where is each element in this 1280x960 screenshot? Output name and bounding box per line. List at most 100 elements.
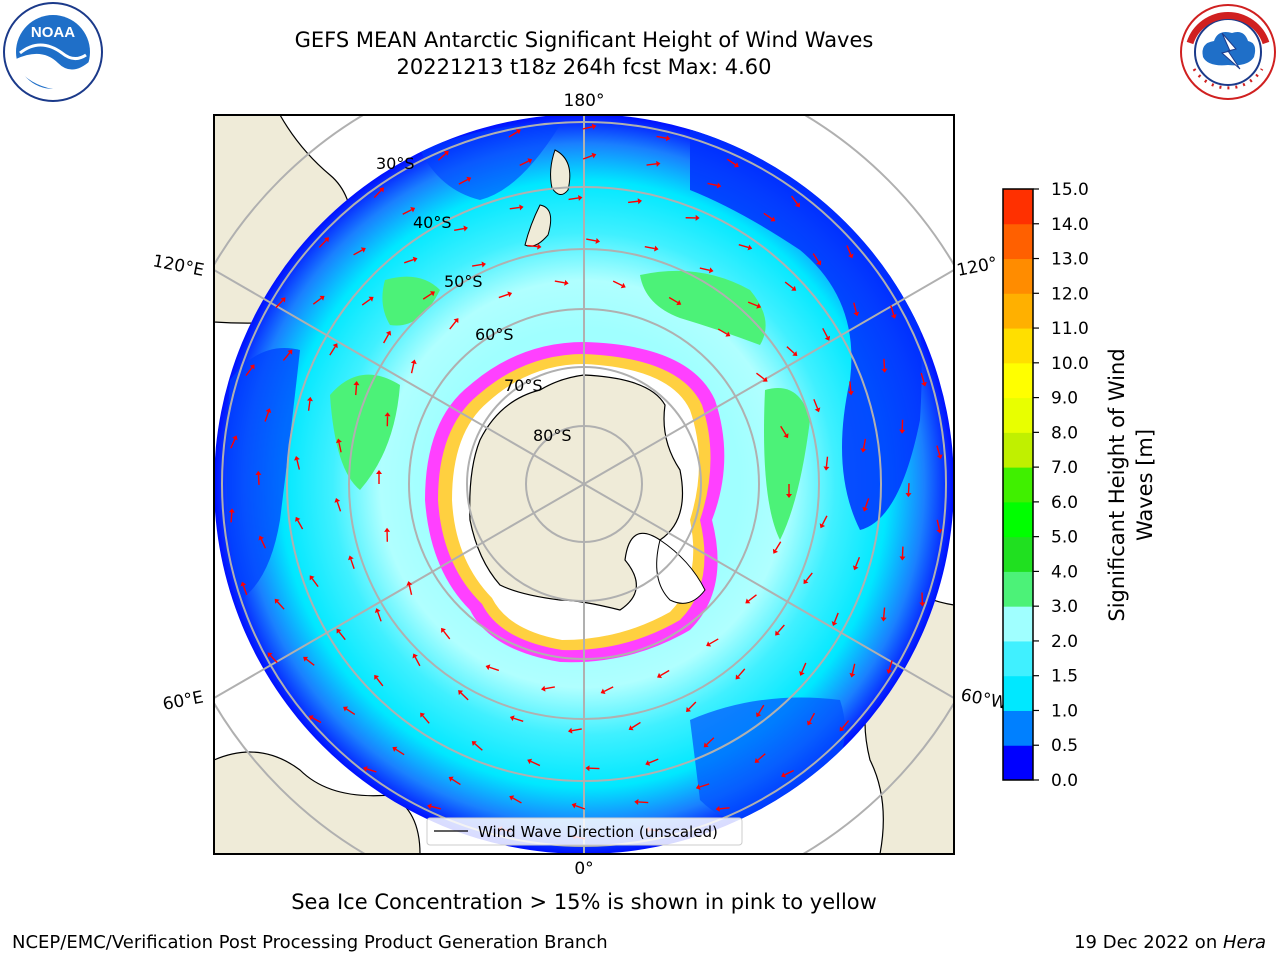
wave-direction-arrow bbox=[228, 508, 235, 523]
high-wave-region bbox=[640, 270, 766, 345]
colorbar-swatch bbox=[1003, 362, 1033, 399]
nws-logo bbox=[1178, 3, 1278, 105]
wave-direction-arrow bbox=[508, 129, 521, 138]
colorbar-swatches bbox=[1003, 189, 1033, 781]
colorbar-swatch bbox=[1003, 189, 1033, 225]
map-frame bbox=[213, 114, 955, 855]
colorbar-tick-label: 11.0 bbox=[1051, 319, 1089, 339]
wave-direction-arrow bbox=[754, 753, 766, 763]
colorbar-swatch bbox=[1003, 536, 1033, 572]
wave-direction-arrow bbox=[230, 435, 238, 449]
lon-label-120e: 120°E bbox=[151, 251, 206, 280]
wave-direction-arrow bbox=[920, 372, 927, 387]
wave-direction-arrow bbox=[329, 343, 338, 356]
wave-direction-arrow bbox=[383, 330, 392, 344]
wave-direction-arrow bbox=[498, 291, 513, 299]
sea-ice-caption: Sea Ice Concentration > 15% is shown in … bbox=[291, 890, 877, 914]
colorbar-tick-label: 13.0 bbox=[1051, 250, 1089, 270]
colorbar-swatch bbox=[1003, 640, 1033, 677]
wave-direction-arrow bbox=[791, 195, 800, 208]
wave-direction-arrow bbox=[899, 546, 906, 561]
colorbar-label-line2: Waves [m] bbox=[1133, 429, 1157, 541]
wave-direction-arrow bbox=[600, 686, 614, 695]
wave-direction-arrow bbox=[905, 483, 912, 498]
noaa-logo: NOAA bbox=[2, 1, 104, 107]
wave-direction-arrow bbox=[282, 349, 293, 361]
wave-direction-arrow bbox=[353, 381, 360, 396]
wave-direction-arrow bbox=[384, 412, 391, 427]
wave-direction-arrow bbox=[303, 656, 315, 666]
wave-direction-arrow bbox=[363, 766, 377, 773]
wave-direction-arrow bbox=[336, 628, 346, 641]
noaa-logo-text: NOAA bbox=[31, 24, 75, 41]
colorbar-swatch bbox=[1003, 571, 1033, 607]
wave-direction-arrow bbox=[819, 515, 828, 529]
wave-direction-arrow bbox=[706, 638, 719, 647]
wave-direction-arrow bbox=[717, 328, 731, 337]
wave-direction-arrow bbox=[306, 396, 313, 411]
new-zealand-land bbox=[524, 149, 571, 247]
colorbar-swatch bbox=[1003, 223, 1033, 260]
wave-direction-arrow bbox=[353, 247, 366, 256]
wave-direction-arrow bbox=[656, 135, 671, 142]
graticule bbox=[214, 115, 954, 854]
wave-direction-arrow bbox=[274, 598, 285, 610]
wave-direction-arrow bbox=[374, 674, 384, 687]
colorbar-tick-label: 8.0 bbox=[1051, 423, 1078, 443]
colorbar-swatch bbox=[1003, 745, 1033, 781]
wave-direction-arrow bbox=[402, 207, 416, 215]
wave-direction-arrow bbox=[318, 237, 330, 248]
high-wave-region bbox=[382, 276, 440, 326]
wave-direction-arrow bbox=[786, 484, 792, 498]
wave-direction-arrow bbox=[936, 445, 943, 460]
wave-direction-arrow bbox=[554, 279, 569, 286]
wave-direction-arrow bbox=[571, 802, 586, 810]
lon-label-60w: 60°W bbox=[959, 685, 1009, 714]
wave-direction-arrow bbox=[519, 158, 533, 167]
wave-direction-arrow bbox=[582, 123, 597, 130]
wave-direction-arrow bbox=[936, 519, 943, 534]
wave-direction-arrow bbox=[763, 212, 776, 222]
colorbar-swatch bbox=[1003, 328, 1033, 364]
lon-label-0: 0° bbox=[574, 859, 593, 879]
map-title-line2: 20221213 t18z 264h fcst Max: 4.60 bbox=[396, 55, 772, 79]
wave-direction-arrow bbox=[336, 438, 342, 453]
wave-direction-arrow bbox=[707, 182, 722, 189]
wave-direction-arrow bbox=[880, 607, 887, 622]
lat-label: 70°S bbox=[504, 376, 543, 395]
wave-direction-arrow bbox=[862, 498, 870, 512]
colorbar-tick-label: 0.0 bbox=[1051, 771, 1078, 791]
wave-direction-arrow bbox=[258, 535, 267, 549]
wave-direction-arrow bbox=[847, 381, 854, 396]
wave-direction-arrow bbox=[454, 225, 468, 232]
wave-direction-arrow bbox=[695, 783, 710, 790]
wave-direction-arrow bbox=[422, 291, 435, 300]
wave-direction-arrow bbox=[541, 685, 555, 692]
wave-direction-arrow bbox=[645, 758, 659, 766]
wave-direction-arrow bbox=[822, 328, 831, 341]
wave-direction-arrow bbox=[738, 244, 753, 251]
wave-direction-arrow bbox=[527, 758, 541, 767]
colorbar-tick-label: 0.5 bbox=[1051, 736, 1078, 756]
wave-direction-arrow bbox=[899, 419, 906, 434]
wave-direction-arrow bbox=[586, 237, 600, 244]
footer-machine: Hera bbox=[1222, 932, 1266, 953]
colorbar-tick-label: 7.0 bbox=[1051, 458, 1078, 478]
wave-direction-arrow bbox=[585, 765, 600, 772]
wave-direction-arrow bbox=[756, 372, 768, 382]
wave-direction-arrow bbox=[384, 527, 391, 542]
wave-direction-arrow bbox=[471, 741, 483, 751]
wave-direction-arrow bbox=[582, 152, 597, 160]
wave-direction-arrow bbox=[703, 737, 715, 748]
wave-direction-arrow bbox=[849, 663, 856, 678]
colorbar: 0.0 0.5 1.0 1.5 2.0 3.0 4.0 5.0 6.0 7.0 8.0 9.0 10.0… bbox=[1002, 180, 1157, 791]
wave-direction-arrow bbox=[699, 267, 714, 274]
footer-branch: NCEP/EMC/Verification Post Processing Pr… bbox=[12, 932, 608, 953]
wave-direction-arrow bbox=[657, 669, 670, 679]
lon-label-120w: 120° bbox=[955, 253, 999, 280]
footer-date: 19 Dec 2022 on Hera bbox=[1074, 932, 1266, 953]
wave-direction-arrow bbox=[756, 704, 765, 718]
wave-direction-arrow bbox=[373, 187, 384, 199]
wave-direction-arrow bbox=[392, 746, 405, 756]
